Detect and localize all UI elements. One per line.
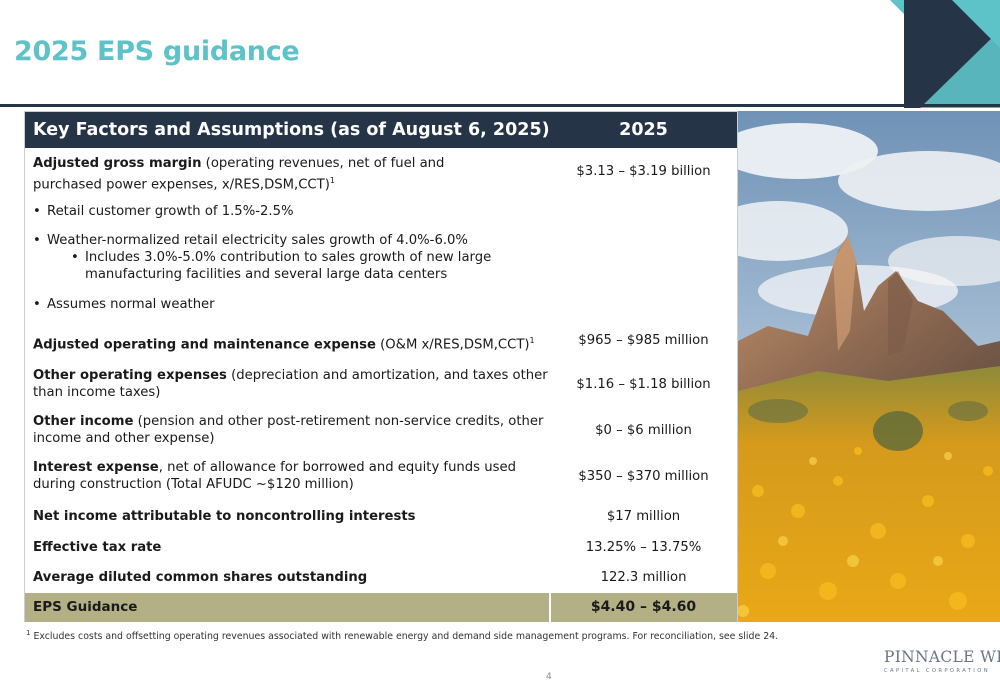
key-factors-table: Key Factors and Assumptions (as of Augus… (24, 111, 738, 622)
row-label-rest: (depreciation and amortization, and taxe… (33, 368, 548, 400)
table-row: Adjusted gross margin (operating revenue… (25, 155, 737, 193)
page-number: 4 (546, 672, 552, 682)
header-rule (0, 104, 1000, 107)
corner-decoration (890, 0, 1000, 108)
row-label-bold: Adjusted gross margin (33, 156, 202, 171)
table-row: Average diluted common shares outstandin… (25, 569, 737, 589)
row-value: $1.16 – $1.18 billion (576, 377, 711, 392)
desert-mountain-poppies-photo (738, 111, 1000, 622)
eps-guidance-row: EPS Guidance $4.40 – $4.60 (25, 593, 737, 622)
table-row: Effective tax rate 13.25% – 13.75% (25, 539, 737, 559)
row-label-bold: Other operating expenses (33, 368, 227, 383)
eps-label: EPS Guidance (33, 599, 138, 615)
row-label-bold: Average diluted common shares outstandin… (33, 570, 368, 585)
row-value: $965 – $985 million (578, 333, 709, 348)
logo-subtitle: CAPITAL CORPORATION (884, 668, 991, 674)
table-row: Other income (pension and other post-ret… (25, 413, 737, 449)
footnote: 1 Excludes costs and offsetting operatin… (26, 629, 779, 643)
row-label-rest: (operating revenues, net of fuel and (201, 156, 445, 171)
row-label-bold: Net income attributable to noncontrollin… (33, 509, 416, 524)
header-factors: Key Factors and Assumptions (as of Augus… (33, 120, 550, 140)
table-row: Adjusted operating and maintenance expen… (25, 332, 737, 352)
row-label-rest: (pension and other post-retirement non-s… (33, 414, 544, 446)
row-label-line2: purchased power expenses, x/RES,DSM,CCT) (33, 177, 330, 193)
table-row: Interest expense, net of allowance for b… (25, 459, 737, 495)
row-value: $0 – $6 million (595, 423, 692, 438)
row-value: 13.25% – 13.75% (585, 540, 702, 555)
logo-name: PINNACLE WEST (884, 648, 1000, 666)
row-label-bold: Interest expense (33, 460, 159, 475)
footnote-mark: 1 (329, 176, 335, 185)
row-value: $350 – $370 million (578, 469, 709, 484)
table-row: Net income attributable to noncontrollin… (25, 508, 737, 528)
row-label-rest: , net of allowance for borrowed and equi… (33, 460, 516, 492)
footnote-mark: 1 (529, 336, 535, 345)
row-label-bold: Adjusted operating and maintenance expen… (33, 337, 376, 353)
eps-value: $4.40 – $4.60 (590, 599, 697, 615)
table-header: Key Factors and Assumptions (as of Augus… (25, 112, 737, 148)
row-value: $17 million (606, 509, 681, 524)
table-row: Other operating expenses (depreciation a… (25, 367, 737, 403)
company-logo: PINNACLE WEST CAPITAL CORPORATION (884, 648, 1000, 674)
row-label-bold: Effective tax rate (33, 540, 162, 555)
slide-title: 2025 EPS guidance (14, 36, 300, 67)
row-label-rest: (O&M x/RES,DSM,CCT) (375, 337, 530, 353)
row-value: 122.3 million (600, 570, 687, 585)
row-label-bold: Other income (33, 414, 134, 429)
header-year: 2025 (619, 120, 668, 140)
row-value: $3.13 – $3.19 billion (576, 164, 711, 179)
